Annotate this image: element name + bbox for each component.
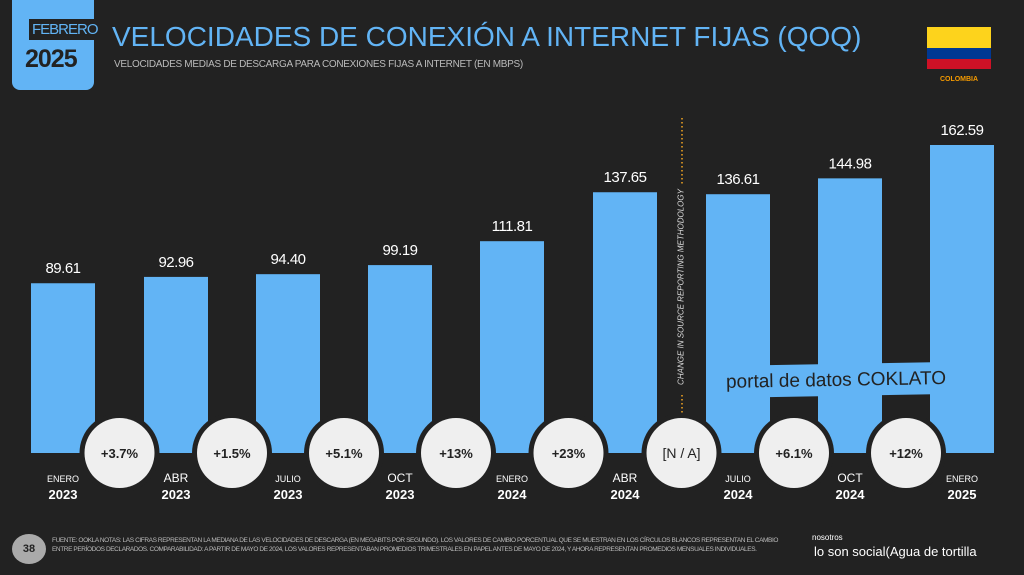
year-label: 2024 [836, 487, 866, 502]
change-circle [84, 418, 155, 488]
source-notes: FUENTE: OOKLA NOTAS: LAS CIFRAS REPRESEN… [52, 537, 779, 553]
value-label: 111.81 [492, 218, 533, 235]
month-label: OCT [837, 471, 863, 485]
change-label: +3.7% [101, 446, 139, 461]
flag-stripe-blue [927, 48, 991, 59]
badge-year: 2025 [25, 45, 78, 73]
date-badge: FEBRERO 2025 [12, 0, 101, 90]
change-circle [533, 418, 604, 488]
change-circle [871, 418, 941, 488]
change-label: +1.5% [213, 446, 251, 461]
page-number: 38 [12, 534, 46, 564]
change-label: [N / A] [662, 445, 700, 461]
year-label: 2024 [724, 487, 754, 502]
month-label: ENERO [946, 474, 978, 484]
bar-julio-2023 [256, 274, 320, 453]
flag-stripe-yellow [927, 27, 991, 48]
month-label: OCT [387, 471, 413, 485]
year-label: 2024 [498, 487, 528, 502]
bar-enero-2023 [31, 283, 95, 453]
value-label: 99.19 [382, 242, 417, 259]
bar-abr-2024 [593, 192, 657, 453]
change-label: +23% [552, 446, 586, 461]
colombia-flag-icon [927, 27, 991, 69]
month-label: ABR [613, 471, 638, 485]
change-circle [759, 418, 829, 488]
month-label: JULIO [275, 474, 301, 484]
page-subtitle: VELOCIDADES MEDIAS DE DESCARGA PARA CONE… [114, 59, 523, 70]
bar-oct-2024 [818, 178, 882, 453]
bar-julio-2024 [706, 194, 770, 453]
bar-oct-2023 [368, 265, 432, 453]
page-title: VELOCIDADES DE CONEXIÓN A INTERNET FIJAS… [112, 21, 862, 52]
badge-month: FEBRERO [29, 19, 101, 40]
year-label: 2024 [611, 487, 641, 502]
value-label: 144.98 [829, 155, 872, 172]
month-label: ABR [164, 471, 189, 485]
bar-enero-2025 [930, 145, 994, 453]
value-label: 89.61 [45, 260, 80, 277]
change-label: +5.1% [325, 446, 363, 461]
month-label: ENERO [47, 474, 79, 484]
value-label: 92.96 [158, 254, 193, 271]
year-label: 2023 [274, 487, 303, 502]
country-label: COLOMBIA [939, 76, 979, 83]
bar-abr-2023 [144, 276, 208, 453]
change-circle [421, 418, 491, 488]
change-label: +12% [889, 446, 923, 461]
change-circle [646, 418, 717, 488]
year-label: 2025 [948, 487, 977, 502]
flag-stripe-red [927, 58, 991, 69]
bar-chart: 89.61 ENERO 2023 92.96 ABR 2023 94.40 JULIO 2023… [31, 118, 994, 502]
methodology-divider-label: CHANGE IN SOURCE REPORTING METHODOLOGY [676, 189, 686, 385]
change-label: +6.1% [775, 446, 813, 461]
logo-top-text: nosotros [812, 533, 843, 542]
change-circle [197, 418, 267, 488]
value-label: 94.40 [270, 251, 305, 268]
month-label: JULIO [725, 474, 751, 484]
watermark: portal de datos COKLATO [707, 361, 955, 399]
change-label: +13% [439, 446, 473, 461]
logo-bottom-text: lo son social(Agua de tortilla [814, 544, 977, 559]
value-label: 136.61 [717, 171, 760, 188]
change-circle [309, 418, 379, 488]
year-label: 2023 [162, 487, 191, 502]
year-label: 2023 [386, 487, 415, 502]
year-label: 2023 [49, 487, 78, 502]
month-label: ENERO [496, 474, 528, 484]
value-label: 137.65 [604, 169, 647, 186]
bar-enero-2024 [480, 241, 544, 453]
value-label: 162.59 [941, 122, 984, 139]
